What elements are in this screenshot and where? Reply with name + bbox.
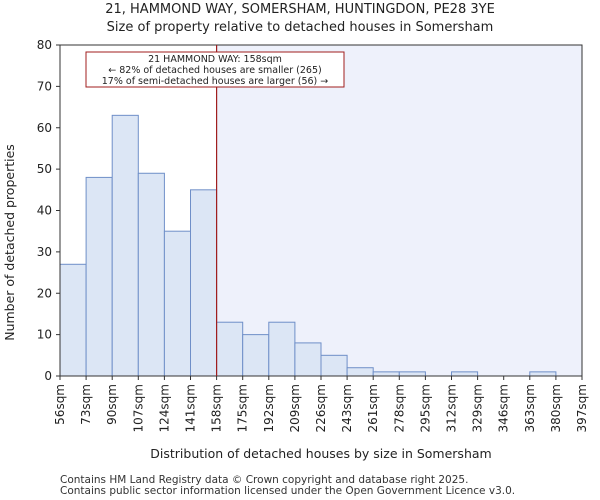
bar-124sqm <box>163 230 191 377</box>
bar-56sqm <box>59 263 87 377</box>
x-tick-label-346sqm: 346sqm <box>497 384 511 432</box>
chart-title: 21, HAMMOND WAY, SOMERSHAM, HUNTINGDON, … <box>105 2 495 17</box>
bar-312sqm <box>451 371 479 377</box>
x-axis-label: Distribution of detached houses by size … <box>150 446 491 461</box>
y-tick-label-80: 80 <box>37 38 52 52</box>
x-tick-label-73sqm: 73sqm <box>79 384 93 425</box>
y-axis-label: Number of detached properties <box>2 144 17 341</box>
bar-107sqm <box>137 172 165 377</box>
x-tick-label-124sqm: 124sqm <box>157 384 171 432</box>
x-tick-label-329sqm: 329sqm <box>471 384 485 432</box>
chart-subtitle: Size of property relative to detached ho… <box>106 20 494 35</box>
y-tick-label-60: 60 <box>37 121 52 135</box>
y-tick-label-70: 70 <box>37 79 52 93</box>
x-tick-label-175sqm: 175sqm <box>236 384 250 432</box>
bar-243sqm <box>346 367 374 377</box>
x-tick-label-158sqm: 158sqm <box>210 384 224 432</box>
y-tick-label-0: 0 <box>44 369 52 383</box>
bar-192sqm <box>268 321 296 377</box>
highlight-region <box>216 45 582 376</box>
y-tick-label-40: 40 <box>37 204 52 218</box>
bar-226sqm <box>320 354 348 377</box>
x-tick-label-107sqm: 107sqm <box>131 384 145 432</box>
bar-278sqm <box>398 371 426 377</box>
footer-line-1: Contains HM Land Registry data © Crown c… <box>60 474 469 486</box>
x-tick-label-295sqm: 295sqm <box>418 384 432 432</box>
x-tick-label-209sqm: 209sqm <box>288 384 302 432</box>
x-tick-label-363sqm: 363sqm <box>523 384 537 432</box>
bar-175sqm <box>242 334 270 377</box>
annotation-line-1: 21 HAMMOND WAY: 158sqm <box>148 54 282 65</box>
y-tick-label-50: 50 <box>37 162 52 176</box>
bar-158sqm <box>216 321 244 377</box>
y-tick-label-20: 20 <box>37 286 52 300</box>
x-tick-label-380sqm: 380sqm <box>549 384 563 432</box>
bar-chart: 0 10 20 30 40 50 60 70 80 56sqm 73sqm 90sqm 107sqm 12… <box>2 38 589 461</box>
bar-261sqm <box>372 371 400 377</box>
x-tick-label-192sqm: 192sqm <box>262 384 276 432</box>
x-tick-label-261sqm: 261sqm <box>366 384 380 432</box>
bar-73sqm <box>85 176 113 377</box>
annotation-line-2: ← 82% of detached houses are smaller (26… <box>108 65 321 76</box>
bar-90sqm <box>111 114 139 377</box>
x-tick-label-56sqm: 56sqm <box>53 384 67 425</box>
x-tick-label-141sqm: 141sqm <box>184 384 198 432</box>
x-tick-label-278sqm: 278sqm <box>392 384 406 432</box>
footer-line-2: Contains public sector information licen… <box>60 485 516 497</box>
annotation-box <box>85 51 345 88</box>
x-tick-label-226sqm: 226sqm <box>314 384 328 432</box>
annotation-line-3: 17% of semi-detached houses are larger (… <box>102 76 329 87</box>
bar-141sqm <box>190 189 218 377</box>
x-tick-label-312sqm: 312sqm <box>445 384 459 432</box>
y-tick-label-10: 10 <box>37 328 52 342</box>
x-tick-label-243sqm: 243sqm <box>340 384 354 432</box>
x-tick-label-397sqm: 397sqm <box>575 384 589 432</box>
bar-209sqm <box>294 342 322 377</box>
x-tick-label-90sqm: 90sqm <box>105 384 119 425</box>
bar-363sqm <box>529 371 557 377</box>
y-tick-label-30: 30 <box>37 245 52 259</box>
